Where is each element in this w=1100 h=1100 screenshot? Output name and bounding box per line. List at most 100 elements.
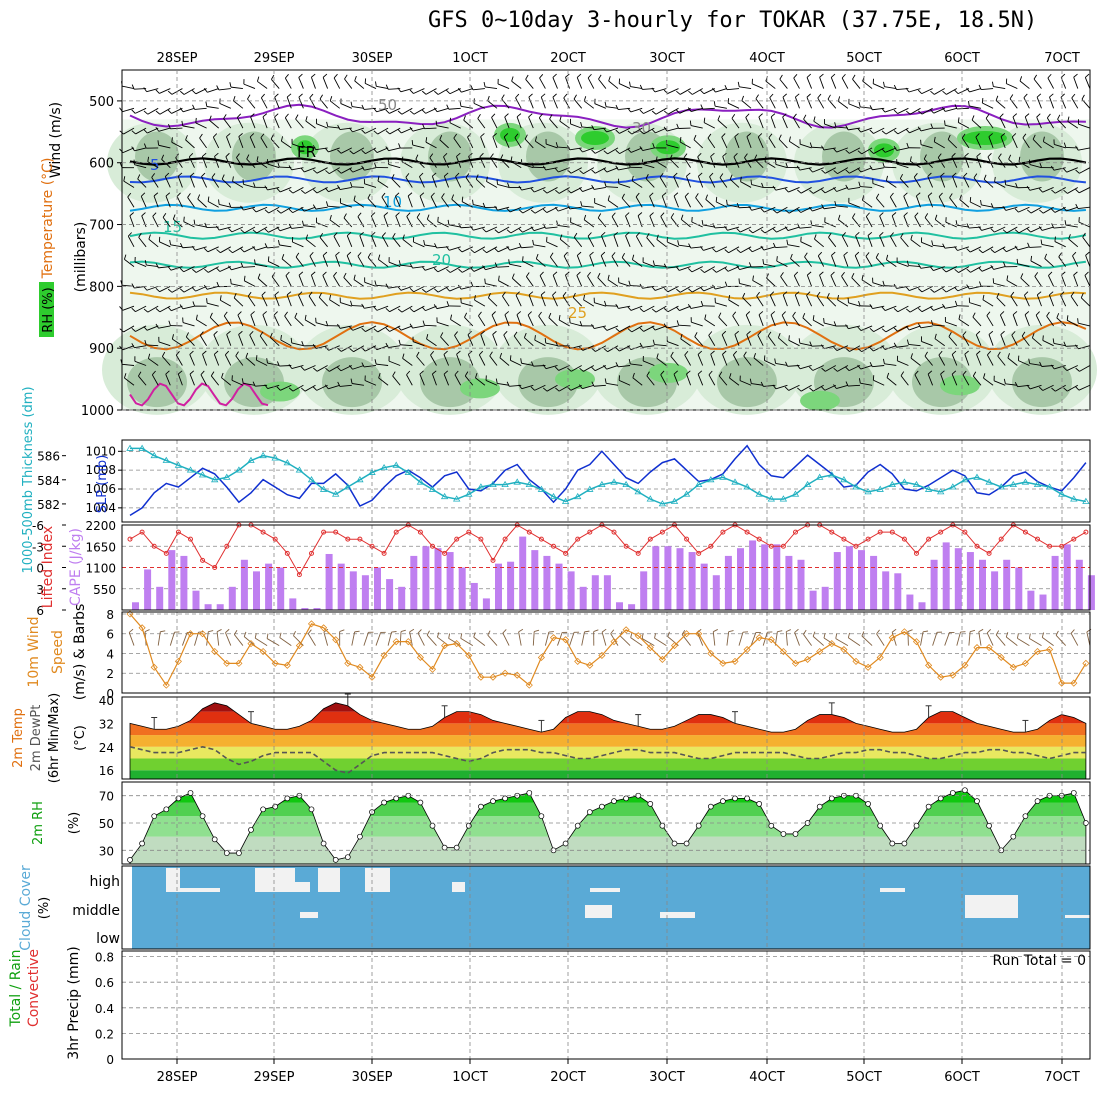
wind-barb: [209, 317, 220, 327]
cape-bar: [216, 604, 224, 610]
wind-barb-flag: [924, 213, 929, 218]
wind-barb-flag: [1039, 361, 1043, 367]
wind-speed-marker: [707, 649, 715, 658]
wind-barb-flag: [397, 87, 402, 93]
wind-barb: [425, 285, 437, 293]
wind-barb-flag: [262, 113, 268, 118]
wind-barb: [921, 285, 933, 293]
wind-barb-flag: [841, 232, 846, 237]
wind-barb: [631, 325, 643, 333]
thickness-marker: [610, 478, 618, 485]
wind-barb: [884, 86, 897, 89]
wind-barb-flag: [349, 150, 354, 155]
rh-band: [130, 790, 1086, 803]
wind-barb-flag: [948, 332, 952, 337]
wind-barb: [147, 127, 159, 134]
wind-barb: [1036, 96, 1042, 109]
wind-barb-flag: [312, 169, 318, 174]
wind-barb: [443, 176, 450, 188]
wind-barb-flag: [280, 136, 284, 142]
wind-speed-marker: [755, 634, 763, 642]
wind-barb-flag: [278, 240, 280, 246]
wind-barb-flag: [288, 189, 294, 194]
wind-barb-flag: [697, 350, 703, 355]
wind-barb-flag: [1071, 93, 1076, 99]
rh-marker: [889, 840, 896, 847]
y-tick-label: 70: [99, 790, 114, 804]
wind-barb-flag: [743, 351, 747, 357]
wind-barb: [860, 167, 873, 173]
wind-barb-flag: [233, 96, 236, 102]
wind-barb: [572, 297, 583, 307]
wind-barb-flag: [219, 295, 222, 301]
wind-barb: [224, 354, 232, 366]
wind-speed-marker: [719, 659, 727, 667]
wind-barb-flag: [538, 311, 542, 317]
wind-barb: [316, 123, 328, 129]
wind-barb: [534, 384, 546, 391]
wind-barb-flag: [187, 193, 191, 198]
wind-barb: [310, 77, 316, 89]
x-tick-label: 6OCT: [944, 1070, 980, 1085]
wind-barb-flag: [271, 74, 275, 80]
wind-barb-flag: [318, 292, 322, 298]
lifted-index-marker: [877, 529, 883, 535]
wind-barb: [654, 88, 667, 93]
thickness-marker: [271, 454, 279, 461]
lifted-index-marker: [1083, 529, 1089, 535]
wind-barb: [642, 163, 655, 169]
rh-core: [260, 381, 300, 402]
wind-barb: [824, 123, 836, 129]
wind-barb: [1049, 96, 1055, 109]
wind-barb: [1019, 80, 1030, 89]
wind-barb-flag: [983, 373, 986, 379]
wind-barb-flag: [748, 247, 753, 253]
wind-barb-flag: [798, 338, 801, 344]
wind-barb: [865, 256, 873, 267]
wind-barb-flag: [204, 222, 208, 228]
wind-barb-flag: [432, 370, 437, 375]
wind-barb: [594, 302, 607, 307]
wind-barb: [206, 302, 219, 307]
wind-barb: [343, 277, 353, 287]
cape-bar: [894, 573, 902, 610]
thickness-marker: [513, 478, 521, 485]
rh-marker: [695, 822, 702, 829]
wind-barb: [909, 305, 921, 313]
wind-barb-flag: [869, 105, 873, 110]
wind-barb-flag: [990, 249, 996, 253]
lifted-index-marker: [381, 550, 387, 556]
wind-barb-flag: [819, 73, 824, 78]
wind-barb-flag: [738, 278, 740, 284]
cloud-patch: [300, 912, 318, 918]
wind-barb-flag: [131, 84, 135, 90]
wind-barb-flag: [402, 234, 405, 240]
wind-speed-marker: [574, 657, 582, 665]
wind-barb-flag: [905, 308, 911, 313]
y-tick-label: 1650: [85, 540, 116, 554]
thickness-marker: [876, 485, 884, 492]
wind-barb-flag: [191, 90, 197, 95]
wind-barb: [461, 201, 474, 208]
wind-barb-flag: [821, 386, 826, 391]
wind-barb-flag: [189, 350, 194, 355]
wind-barb-flag: [385, 146, 389, 151]
wind-barb: [231, 283, 243, 287]
wind-barb-flag: [349, 168, 354, 173]
wind-barb-flag: [949, 193, 953, 198]
wind-barb-flag: [511, 273, 515, 279]
wind-barb: [129, 215, 135, 228]
cape-bar: [144, 569, 152, 610]
wind-barb-flag: [178, 370, 183, 375]
wind-barb-flag: [646, 371, 650, 377]
wind-barb-flag: [199, 331, 204, 336]
wind-barb-flag: [155, 89, 160, 94]
wind-barb: [1018, 226, 1030, 234]
wind-barb-flag: [806, 73, 812, 78]
wind-barb: [589, 255, 595, 267]
wind-barb: [738, 632, 744, 646]
wind-barb-flag: [183, 216, 185, 222]
wind-barb-flag: [686, 172, 691, 177]
wind-barb: [729, 178, 740, 188]
wind-barb: [315, 345, 328, 349]
